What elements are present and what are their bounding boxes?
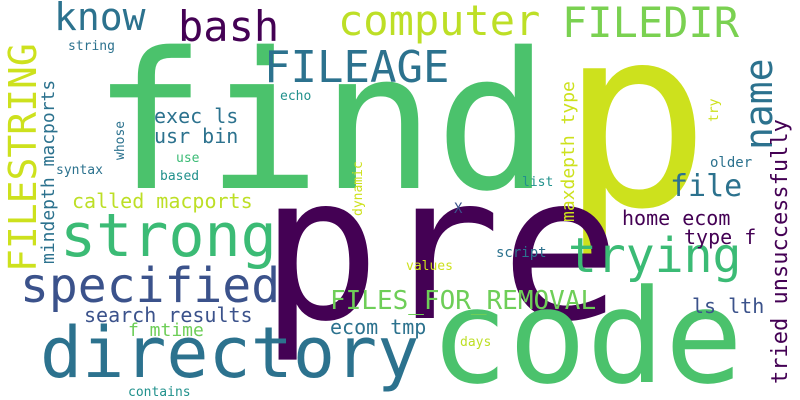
word-days: days — [460, 335, 492, 350]
word-filedir: FILEDIR — [562, 0, 740, 47]
word-ls-lth: ls lth — [692, 294, 765, 318]
word-contains: contains — [128, 385, 191, 400]
word-usr-bin: usr bin — [154, 124, 239, 148]
word-trying: trying — [568, 228, 742, 284]
word-fileage: FILEAGE — [264, 42, 450, 93]
word-specified: specified — [20, 258, 281, 314]
word-file: file — [670, 169, 743, 204]
word-script: script — [496, 245, 547, 261]
word-f-mtime: f mtime — [128, 320, 204, 341]
word-whose: whose — [113, 120, 128, 160]
word-directory: directory — [40, 312, 420, 394]
word-try: try — [707, 98, 722, 122]
word-ecom-tmp: ecom tmp — [330, 315, 427, 339]
word-values: values — [406, 259, 453, 274]
word-string: string — [68, 39, 115, 54]
word-pre: pre — [260, 133, 622, 366]
word-dynamic: dynamic — [351, 161, 366, 216]
word-computer: computer — [338, 0, 541, 45]
word-code: code — [430, 261, 744, 400]
word-based: based — [160, 169, 200, 184]
word-know: know — [54, 0, 146, 39]
word-find: find — [92, 12, 550, 233]
word-use: use — [176, 151, 200, 166]
word-bash: bash — [178, 2, 280, 51]
word-echo: echo — [280, 89, 312, 104]
word-maxdepth-type: maxdepth type — [558, 81, 579, 222]
word-called-macports: called macports — [72, 189, 253, 213]
word-search-results: search results — [84, 303, 253, 327]
word-syntax: syntax — [56, 163, 103, 178]
word-home-ecom: home ecom — [622, 206, 731, 230]
word-filestring: FILESTRING — [1, 43, 45, 272]
word-list: list — [522, 175, 554, 190]
word-x: X — [454, 201, 463, 217]
word-files-for-removal: FILES_FOR_REMOVAL — [330, 286, 597, 316]
word-p: p — [560, 0, 711, 264]
word-older: older — [710, 155, 753, 171]
word-strong: strong — [60, 201, 277, 271]
word-tried-unsuccessfully: tried unsuccessfully — [768, 119, 793, 384]
word-exec-ls: exec ls — [154, 104, 239, 128]
word-type-f: type f — [684, 225, 757, 249]
